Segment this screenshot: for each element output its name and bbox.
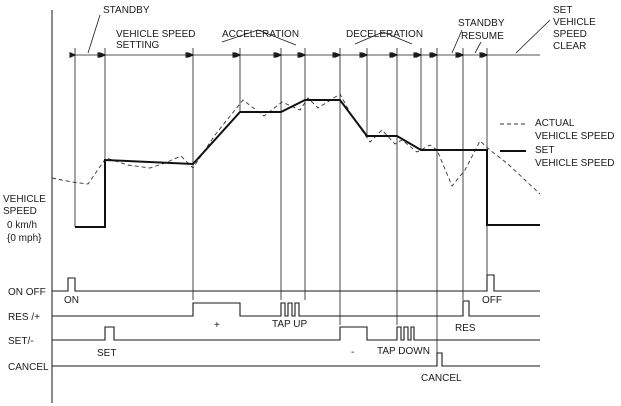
phase-deceleration-label: DECELERATION xyxy=(346,29,423,40)
cancel-pulse-label: CANCEL xyxy=(421,373,462,384)
svg-text:{0 mph}: {0 mph} xyxy=(7,233,42,244)
callout-leaders xyxy=(87,14,551,54)
res-pulse-label: RES xyxy=(455,323,476,334)
off-pulse-label: OFF xyxy=(482,295,502,306)
on-pulse-label: ON xyxy=(64,295,79,306)
legend-actual-label-2: VEHICLE SPEED xyxy=(535,131,614,142)
tap-down-label: TAP DOWN xyxy=(377,346,430,357)
res-plus-signal-trace xyxy=(52,300,540,317)
phase-acceleration-label: ACCELERATION xyxy=(222,29,299,40)
legend: ACTUAL VEHICLE SPEED SET VEHICLE SPEED xyxy=(500,118,614,169)
legend-set-label-2: VEHICLE SPEED xyxy=(535,158,614,169)
phase-set-clear-label-4: CLEAR xyxy=(553,41,586,52)
phase-speed-setting-label-2: SETTING xyxy=(116,40,160,51)
res-plus-signal-label: RES /+ xyxy=(8,312,40,323)
legend-set-label: SET xyxy=(535,145,554,156)
cancel-signal-trace xyxy=(52,352,540,367)
svg-text:VEHICLE: VEHICLE xyxy=(3,194,46,205)
phase-set-clear-label-2: VEHICLE xyxy=(553,17,596,28)
legend-actual-label: ACTUAL xyxy=(535,118,575,129)
on-off-signal-trace xyxy=(52,274,540,292)
plus-label: + xyxy=(214,320,220,331)
phase-set-clear-label-3: SPEED xyxy=(553,29,587,40)
on-off-signal-label: ON OFF xyxy=(8,287,46,298)
set-pulse-label: SET xyxy=(97,348,116,359)
pulse-annotations: ON OFF + TAP UP RES SET - TAP DOWN CANCE… xyxy=(64,295,502,384)
phase-standby-label: STANDBY xyxy=(103,5,150,16)
tap-up-label: TAP UP xyxy=(272,319,308,330)
phase-speed-setting-label: VEHICLE SPEED xyxy=(116,29,195,40)
set-minus-signal-label: SET/- xyxy=(8,336,34,347)
cancel-signal-label: CANCEL xyxy=(8,362,49,373)
phase-resume-label: RESUME xyxy=(461,31,504,42)
phase-standby2-label: STANDBY xyxy=(458,18,505,29)
set-minus-signal-trace xyxy=(52,326,540,341)
svg-text:SPEED: SPEED xyxy=(3,206,37,217)
phase-labels: STANDBY VEHICLE SPEED SETTING ACCELERATI… xyxy=(103,5,596,52)
phase-set-clear-label-1: SET xyxy=(553,5,572,16)
actual-vehicle-speed-line xyxy=(51,93,541,195)
svg-text:0 km/h: 0 km/h xyxy=(7,220,37,231)
vehicle-speed-axis-label: VEHICLE SPEED 0 km/h {0 mph} xyxy=(3,194,46,244)
minus-label: - xyxy=(351,347,354,358)
set-vehicle-speed-line xyxy=(75,99,540,228)
